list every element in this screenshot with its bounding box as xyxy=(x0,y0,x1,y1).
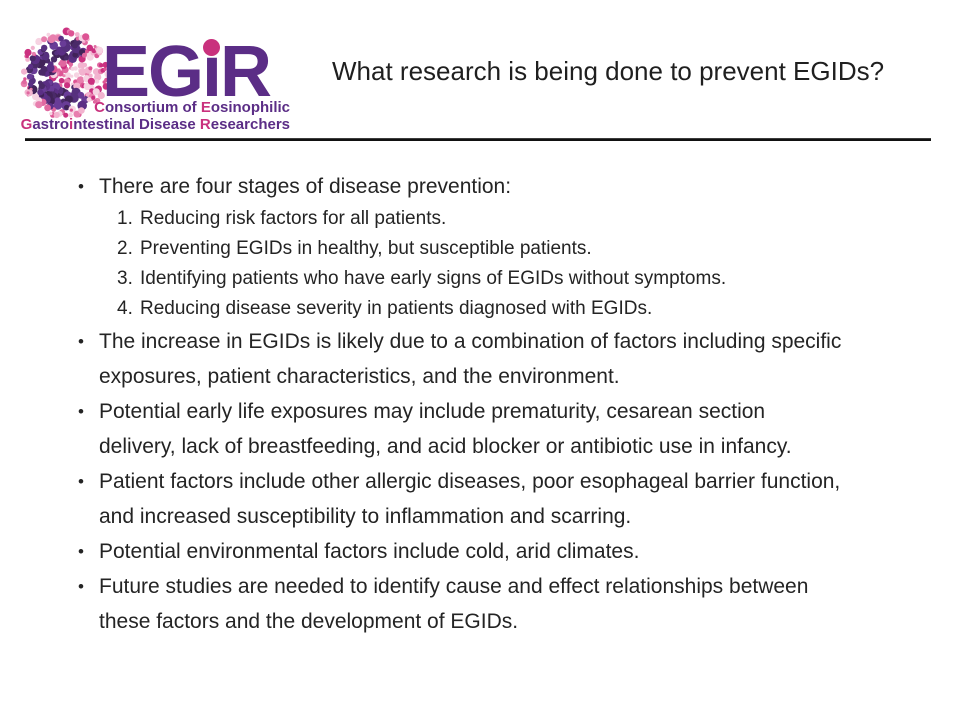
bullet-item: • Patient factors include other allergic… xyxy=(78,464,924,534)
bullet-marker: • xyxy=(78,402,84,421)
tagline-line-1: Consortium of Eosinophilic xyxy=(18,99,290,116)
tagline-letter-run: astro xyxy=(32,116,70,133)
tagline-letter-run: onsortium of xyxy=(104,99,201,116)
tagline-line-2: Gastrointestinal Disease Researchers xyxy=(18,116,290,133)
bullet-marker: • xyxy=(78,472,84,491)
bullet-text: The increase in EGIDs is likely due to a… xyxy=(99,330,842,388)
logo-letter-r: R xyxy=(220,32,272,112)
numbered-text: Preventing EGIDs in healthy, but suscept… xyxy=(140,238,592,259)
numbered-item: 1. Reducing risk factors for all patient… xyxy=(117,204,924,234)
bullet-marker: • xyxy=(78,577,84,596)
numbered-text: Reducing risk factors for all patients. xyxy=(140,208,447,229)
tagline-letter-run: R xyxy=(199,116,211,133)
bullet-text: Potential early life exposures may inclu… xyxy=(99,400,792,458)
bullet-marker: • xyxy=(78,542,84,561)
tagline-letter-run: C xyxy=(94,99,105,116)
slide-body: • There are four stages of disease preve… xyxy=(78,169,924,639)
tagline-letter-run: osinophilic xyxy=(210,99,290,116)
numbered-item: 3. Identifying patients who have early s… xyxy=(117,264,924,294)
logo-letters-eg: EG xyxy=(102,32,204,112)
logo-i-dot-icon xyxy=(203,39,221,56)
tagline-letter-run: i xyxy=(69,116,74,133)
bullet-item: • Future studies are needed to identify … xyxy=(78,569,924,639)
cegir-logo-acronym: EGi R xyxy=(102,32,272,112)
bullet-item: • There are four stages of disease preve… xyxy=(78,169,924,204)
cegir-dot-plate-icon xyxy=(20,27,112,119)
number-marker: 4. xyxy=(117,298,133,319)
bullet-text: Patient factors include other allergic d… xyxy=(99,470,841,528)
bullet-item: • Potential early life exposures may inc… xyxy=(78,394,924,464)
numbered-text: Identifying patients who have early sign… xyxy=(140,268,727,289)
tagline-letter-run: esearchers xyxy=(210,116,290,133)
bullet-text: Potential environmental factors include … xyxy=(99,540,640,563)
bullet-item: • Potential environmental factors includ… xyxy=(78,534,924,569)
numbered-item: 4. Reducing disease severity in patients… xyxy=(117,294,924,324)
header-divider xyxy=(25,138,931,141)
bullet-marker: • xyxy=(78,332,84,351)
logo-letter-i: i xyxy=(202,32,222,112)
bullet-item: • The increase in EGIDs is likely due to… xyxy=(78,324,924,394)
numbered-text: Reducing disease severity in patients di… xyxy=(140,298,653,319)
tagline-letter-run: ntestinal Disease xyxy=(73,116,200,133)
numbered-item: 2. Preventing EGIDs in healthy, but susc… xyxy=(117,234,924,264)
tagline-letter-run: E xyxy=(200,99,211,116)
number-marker: 1. xyxy=(117,208,133,229)
slide-title: What research is being done to prevent E… xyxy=(332,56,885,86)
bullet-text: There are four stages of disease prevent… xyxy=(99,175,512,198)
number-marker: 2. xyxy=(117,238,133,259)
bullet-marker: • xyxy=(78,177,84,196)
cegir-tagline: Consortium of Eosinophilic Gastrointesti… xyxy=(18,99,290,133)
tagline-letter-run: G xyxy=(20,116,33,133)
bullet-text: Future studies are needed to identify ca… xyxy=(99,575,809,633)
number-marker: 3. xyxy=(117,268,133,289)
